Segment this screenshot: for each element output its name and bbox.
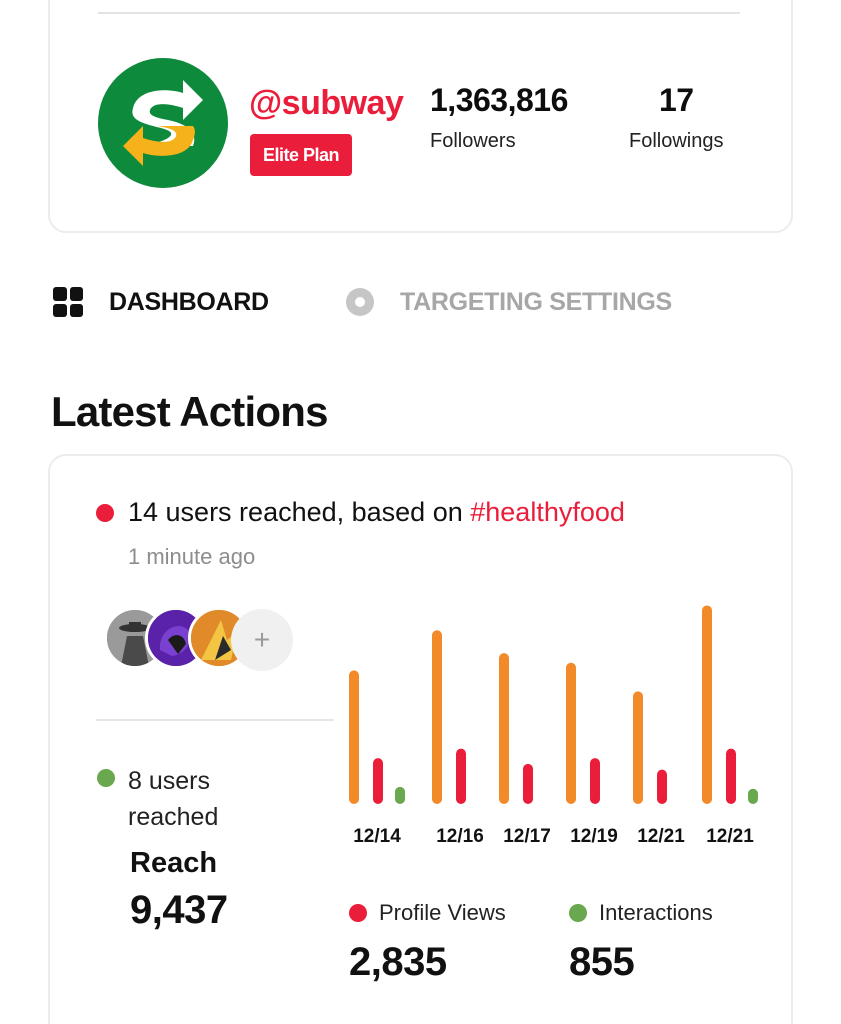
chart-bar [373,758,383,804]
red-dot-icon [96,503,114,522]
legend-interactions: Interactions [569,900,713,926]
x-tick-label: 12/19 [570,826,618,847]
target-icon [346,288,374,316]
chart-bar [726,748,736,804]
grid-icon [53,287,83,317]
chart-bar [590,758,600,804]
subway-logo [98,58,228,188]
divider [96,719,334,721]
followers-count: 1,363,816 [430,82,568,118]
hashtag-link[interactable]: #healthyfood [470,497,625,527]
activity-bar-chart: 12/14 12/16 12/17 12/19 12/21 12/21 [335,585,775,855]
avatar-group: + [104,607,304,671]
x-tick-label: 12/16 [436,826,484,847]
chart-bar [566,662,576,804]
add-avatar-button[interactable]: + [231,609,293,671]
interactions-value: 855 [569,940,635,984]
chart-bar [748,788,758,804]
red-dot-icon [349,904,367,922]
tab-targeting-label: TARGETING SETTINGS [400,287,672,316]
chart-svg: 12/14 12/16 12/17 12/19 12/21 12/21 [349,605,758,847]
legend-interactions-label: Interactions [599,900,713,925]
green-dot-icon [97,769,115,787]
tab-dashboard-label: DASHBOARD [109,287,269,316]
chart-bar [349,670,359,804]
chart-bar [702,605,712,804]
x-tick-label: 12/21 [706,826,754,847]
x-tick-label: 12/14 [353,826,401,847]
reach-users-text: 8 users reached [128,767,219,831]
chart-bar [633,691,643,804]
legend-profile-views-label: Profile Views [379,900,506,925]
followers-label: Followers [430,130,516,152]
action-text: 14 users reached, based on [128,497,463,527]
chart-bar [499,653,509,804]
chart-bar [657,769,667,804]
tab-targeting-settings[interactable]: TARGETING SETTINGS [346,282,672,322]
reach-value: 9,437 [130,888,228,932]
chart-bar [395,786,405,804]
profile-divider [98,12,740,14]
followings-label: Followings [629,130,724,152]
chart-bar [432,630,442,804]
latest-actions-card [48,454,793,1024]
legend-profile-views: Profile Views [349,900,506,926]
reach-label: Reach [130,847,218,879]
tab-dashboard[interactable]: DASHBOARD [53,282,269,322]
plan-badge: Elite Plan [250,134,352,176]
action-timestamp: 1 minute ago [128,544,256,569]
x-tick-label: 12/21 [637,826,685,847]
chart-bar [523,763,533,804]
x-tick-label: 12/17 [503,826,551,847]
section-title: Latest Actions [51,388,328,435]
green-dot-icon [569,904,587,922]
profile-views-value: 2,835 [349,940,447,984]
followings-count: 17 [659,82,694,118]
latest-action-item[interactable]: 14 users reached, based on #healthyfood [96,497,625,528]
chart-bar [456,748,466,804]
profile-handle[interactable]: @subway [249,84,404,122]
